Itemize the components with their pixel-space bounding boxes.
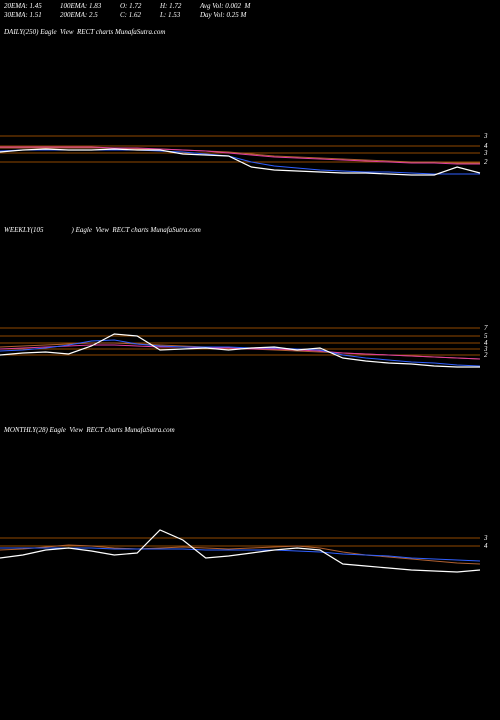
price-line	[0, 547, 481, 562]
level-label: 3	[483, 345, 488, 353]
header-stat: H: 1.72	[159, 2, 182, 10]
panel-title: MONTHLY(28) Eagle View RECT charts Munaf…	[3, 426, 175, 434]
price-line	[0, 146, 480, 165]
header-stat: O: 1.72	[120, 2, 142, 10]
level-label: 4	[484, 542, 488, 550]
level-label: 3	[483, 132, 488, 140]
level-label: 4	[484, 142, 488, 150]
level-label: 2	[484, 158, 488, 166]
header-stat: 100EMA: 1.83	[60, 2, 102, 10]
level-label: 5	[484, 332, 488, 340]
price-line	[0, 339, 481, 367]
price-line	[0, 148, 481, 176]
header-stat: 30EMA: 1.51	[3, 11, 42, 19]
level-label: 7	[484, 324, 488, 332]
level-label: 2	[484, 351, 488, 359]
price-line	[0, 544, 481, 565]
header-stat: Avg Vol: 0.002 M	[199, 2, 252, 10]
price-line	[0, 147, 480, 164]
level-label: 3	[483, 149, 488, 157]
level-label: 3	[483, 534, 488, 542]
price-line	[0, 333, 480, 368]
level-label: 4	[484, 339, 488, 347]
header-stat: Day Vol: 0.25 M	[199, 11, 247, 19]
header-stat: 200EMA: 2.5	[60, 11, 98, 19]
header-stat: 20EMA: 1.45	[4, 2, 42, 10]
price-line	[0, 529, 481, 573]
panel-title: WEEKLY(105 ) Eagle View RECT charts Muna…	[4, 226, 201, 234]
panel-title: DAILY(250) Eagle View RECT charts Munafa…	[3, 28, 165, 36]
header-stat: C: 1.62	[120, 11, 142, 19]
header-stat: L: 1.53	[159, 11, 181, 19]
